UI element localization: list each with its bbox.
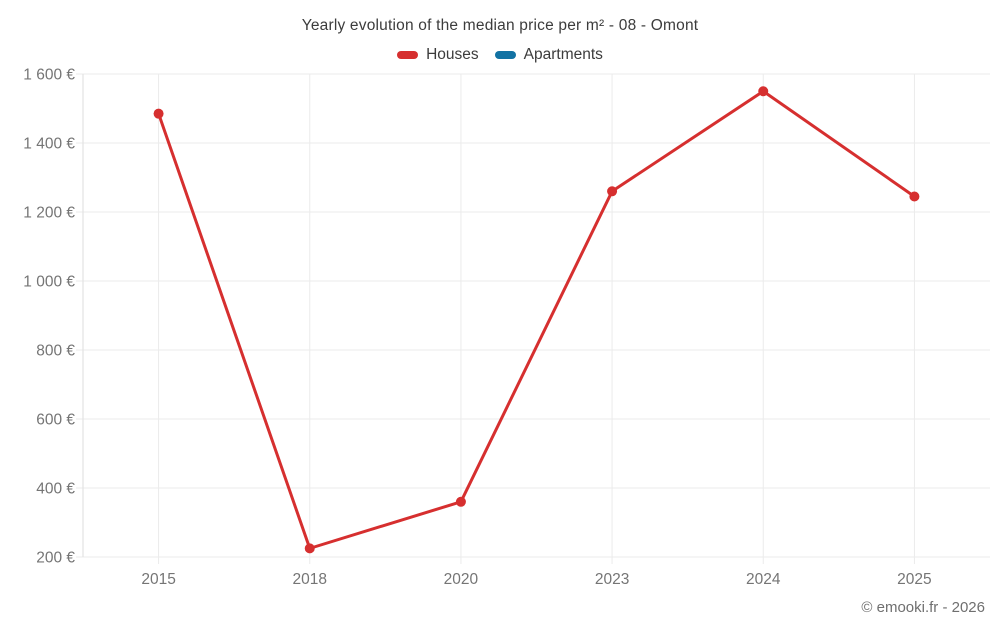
chart-title: Yearly evolution of the median price per…: [301, 17, 699, 34]
chart-legend: Houses Apartments: [0, 46, 1000, 64]
houses-legend-label: Houses: [426, 46, 479, 63]
apartments-legend-label: Apartments: [523, 46, 603, 63]
series-line-houses: [157, 89, 916, 550]
houses-series-swatch-icon: [397, 51, 419, 59]
y-tick-label: 600 €: [36, 412, 75, 429]
y-tick-label: 1 200 €: [23, 205, 75, 222]
legend-item-apartments[interactable]: Apartments: [494, 46, 603, 64]
x-tick-label: 2020: [444, 571, 479, 588]
x-tick-label: 2018: [293, 571, 327, 588]
data-point-2024[interactable]: [758, 86, 769, 97]
apartments-series-swatch-icon: [494, 51, 516, 59]
data-point-2023[interactable]: [607, 186, 618, 197]
data-point-2015[interactable]: [153, 108, 164, 119]
data-point-2025[interactable]: [909, 191, 920, 202]
copyright-text: © emooki.fr - 2026: [861, 599, 985, 616]
y-tick-label: 200 €: [36, 550, 75, 567]
y-tick-label: 400 €: [36, 481, 75, 498]
y-tick-label: 1 400 €: [23, 136, 75, 153]
data-point-2018[interactable]: [304, 543, 315, 554]
y-tick-label: 1 000 €: [23, 274, 75, 291]
legend-item-houses[interactable]: Houses: [397, 46, 479, 64]
x-tick-label: 2025: [897, 571, 931, 588]
y-tick-label: 800 €: [36, 343, 75, 360]
y-tick-label: 1 600 €: [23, 67, 75, 84]
x-tick-label: 2023: [595, 571, 629, 588]
x-tick-label: 2015: [141, 571, 175, 588]
x-tick-label: 2024: [746, 571, 781, 588]
data-point-2020[interactable]: [455, 496, 466, 507]
